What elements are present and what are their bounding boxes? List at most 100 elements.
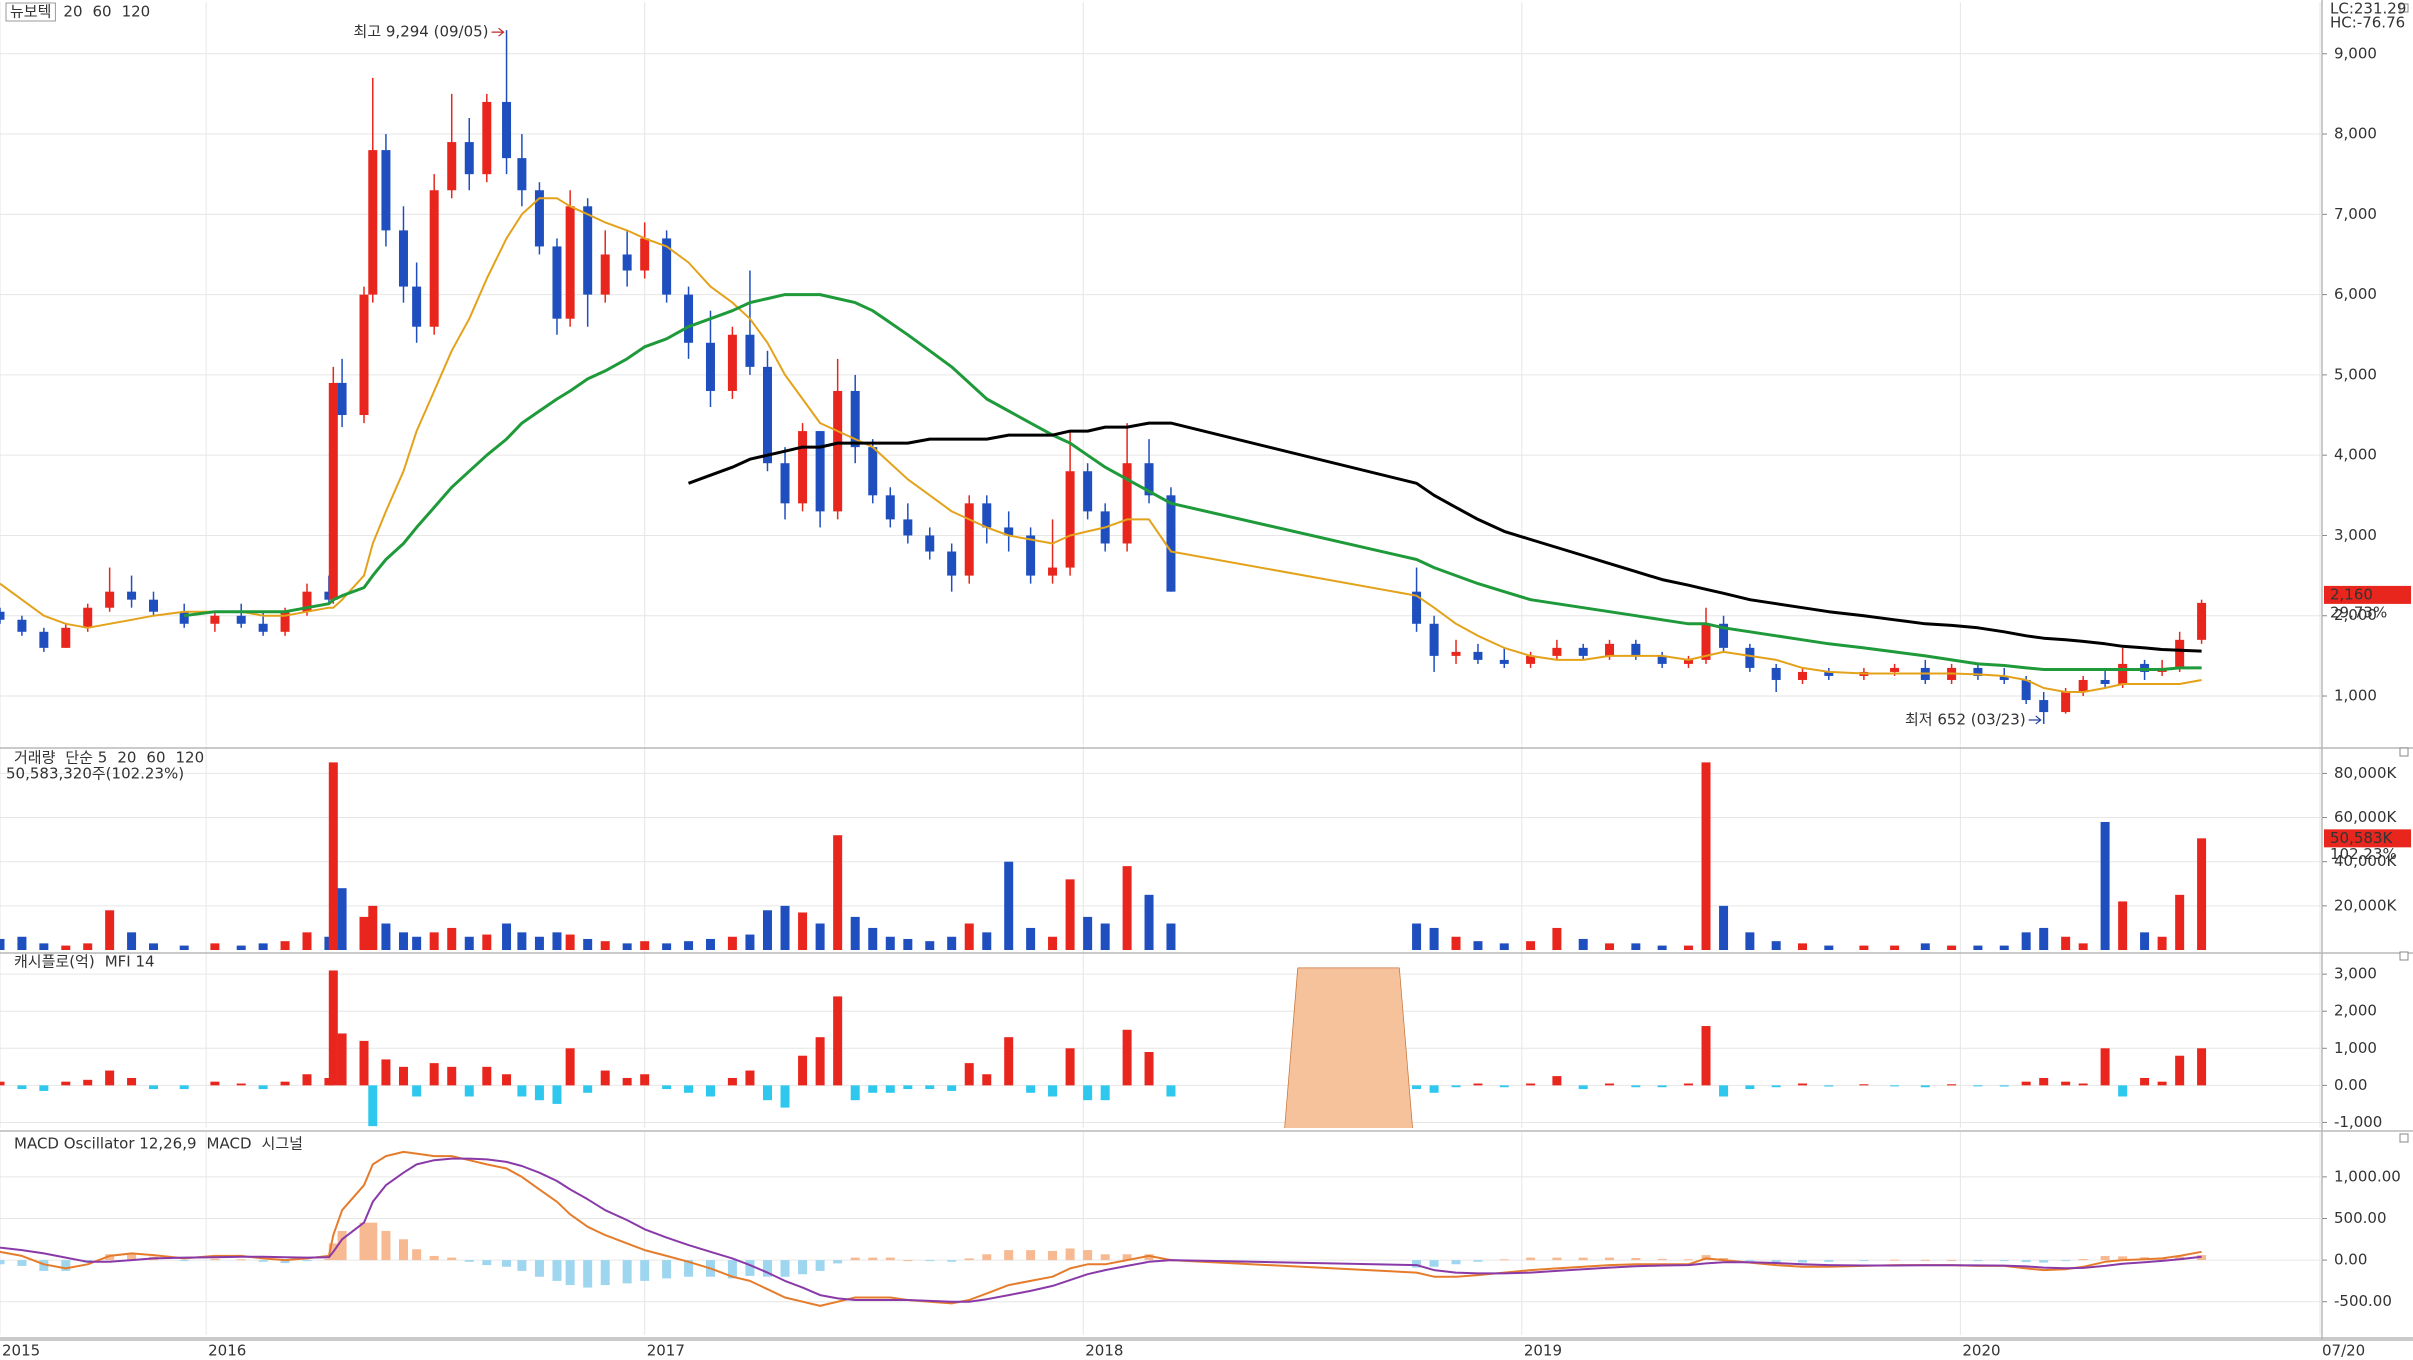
volume-bar <box>2021 932 2031 950</box>
cashflow-bar <box>565 1048 575 1086</box>
candle-body <box>429 190 439 327</box>
candle-body <box>1552 647 1562 656</box>
candle-body <box>815 431 825 512</box>
y-tick-label: 40,000K <box>2334 852 2397 870</box>
volume-bar <box>762 910 772 950</box>
legend-label: 120 <box>122 3 151 21</box>
panel-button <box>2399 747 2409 757</box>
x-tick-label: 07/20 <box>2322 1342 2365 1360</box>
oscillator-bar <box>885 1257 895 1261</box>
volume-bar <box>337 888 347 950</box>
candle-body <box>280 611 290 632</box>
cashflow-bar <box>1065 1048 1075 1086</box>
cashflow-bar <box>179 1085 189 1090</box>
x-tick-label: 2020 <box>1962 1342 2000 1360</box>
volume-bar <box>1100 923 1110 950</box>
cashflow-bar <box>464 1085 474 1097</box>
candle-body <box>236 615 246 624</box>
candle-body <box>1083 471 1093 512</box>
mfi-area <box>1284 968 1413 1128</box>
volume-bar <box>1683 945 1693 950</box>
candle-body <box>2021 679 2031 701</box>
volume-bar <box>705 938 715 950</box>
candle-body <box>39 631 49 648</box>
volume-bar <box>1083 916 1093 950</box>
volume-bar <box>302 932 312 950</box>
candle-body <box>2039 700 2049 713</box>
volume-bar <box>210 943 220 950</box>
volume-bar <box>885 936 895 950</box>
y-tick-label: 20,000K <box>2334 896 2397 914</box>
y-tick-label: -500.00 <box>2334 1292 2392 1310</box>
oscillator-bar <box>236 1259 246 1261</box>
oscillator-bar <box>745 1260 755 1276</box>
y-tick-label: 3,000 <box>2334 526 2377 544</box>
volume-bar <box>482 934 492 950</box>
oscillator-bar <box>1824 1260 1834 1262</box>
candle-body <box>1144 463 1154 496</box>
panel-button <box>2399 1133 2409 1143</box>
cashflow-bar <box>1552 1076 1562 1086</box>
cashflow-bar <box>640 1074 650 1086</box>
volume-bar <box>381 923 391 950</box>
panel-button <box>2399 3 2409 13</box>
oscillator-bar <box>1605 1257 1615 1261</box>
volume-bar <box>1144 894 1154 950</box>
cashflow-bar <box>1144 1052 1154 1086</box>
oscillator-bar <box>1947 1259 1957 1261</box>
cashflow-bar <box>982 1074 992 1086</box>
volume-bar <box>1745 932 1755 950</box>
volume-bar <box>534 936 544 950</box>
legend-label: MACD <box>207 1135 252 1153</box>
cashflow-bar <box>280 1081 290 1086</box>
cashflow-bar <box>381 1059 391 1086</box>
candle-body <box>61 627 71 648</box>
volume-bar <box>925 941 935 950</box>
candle-body <box>258 623 268 632</box>
oscillator-bar <box>1473 1260 1483 1262</box>
oscillator-bar <box>1859 1260 1869 1262</box>
oscillator-bar <box>600 1260 610 1286</box>
candle-body <box>1701 623 1711 660</box>
volume-bar <box>1004 861 1014 950</box>
candle-body <box>2175 639 2185 668</box>
volume-bar <box>2118 901 2128 950</box>
legend-label: 시그널 <box>262 1135 303 1153</box>
candle-body <box>2118 663 2128 684</box>
cashflow-bar <box>337 1033 347 1086</box>
candle-body <box>412 286 422 327</box>
oscillator-bar <box>622 1260 632 1284</box>
oscillator-bar <box>447 1257 457 1261</box>
volume-bar <box>83 943 93 950</box>
cashflow-bar <box>1631 1085 1641 1088</box>
oscillator-bar <box>1797 1260 1807 1263</box>
volume-bar <box>517 932 527 950</box>
oscillator-bar <box>482 1260 492 1266</box>
candle-body <box>1999 675 2009 680</box>
oscillator-bar <box>1412 1260 1422 1268</box>
legend-label: 120 <box>176 749 205 767</box>
volume-bar <box>105 910 115 950</box>
cashflow-bar <box>868 1085 878 1093</box>
cashflow-bar <box>947 1085 957 1091</box>
cashflow-bar <box>1657 1085 1667 1088</box>
volume-bar <box>640 941 650 950</box>
cashflow-bar <box>903 1085 913 1090</box>
cashflow-bar <box>2140 1077 2150 1086</box>
cashflow-bar <box>1451 1085 1461 1088</box>
cashflow-bar <box>622 1077 632 1086</box>
macd-line <box>0 1150 2202 1307</box>
candle-body <box>583 206 593 295</box>
cashflow-bar <box>2118 1085 2128 1097</box>
cashflow-bar <box>1824 1085 1834 1087</box>
volume-bar <box>684 941 694 950</box>
candle-body <box>1973 667 1983 676</box>
candle-body <box>1824 671 1834 676</box>
volume-bar <box>850 916 860 950</box>
candle-body <box>2140 663 2150 672</box>
y-tick-label: 4,000 <box>2334 446 2377 464</box>
last-volume-label-box <box>2324 829 2411 848</box>
oscillator-bar <box>1499 1259 1509 1261</box>
volume-bar <box>1166 923 1176 950</box>
cashflow-bar <box>429 1063 439 1086</box>
